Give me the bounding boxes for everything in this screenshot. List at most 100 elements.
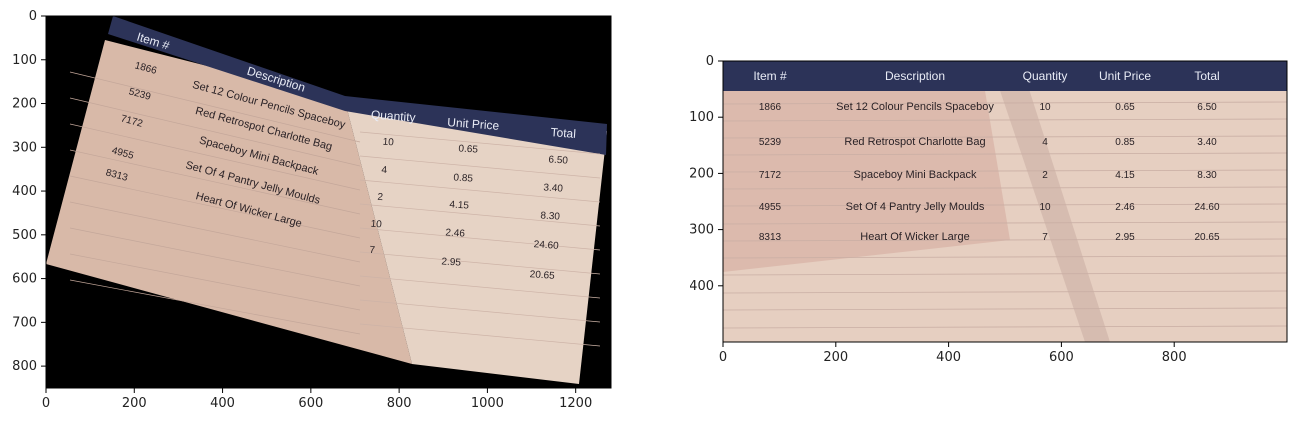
unit-price-cell: 2.95 [1115,232,1135,243]
ruled-line [69,279,361,335]
ruled-line [359,179,601,203]
x-tick-label: 0 [719,350,727,365]
quantity-cell: 10 [1039,102,1051,113]
description-cell: Set 12 Colour Pencils Spaceboy [836,101,994,113]
x-tick-label: 200 [823,350,848,365]
y-tick-label: 300 [12,140,37,155]
right-ruled-lines [722,101,1288,329]
x-tick-label: 400 [210,396,235,411]
y-tick-label: 100 [12,53,37,68]
ruled-line [722,255,1288,259]
left-header-right [345,96,607,155]
column-header: Item # [753,69,787,83]
y-tick-label: 200 [690,166,714,181]
ruled-line [69,227,361,287]
ruled-line [722,221,1288,225]
left-x-ticks: 0 200 400 600 800 1000 1200 [42,388,592,411]
quantity-cell: 2 [1042,170,1048,181]
item-id-cell: 7172 [759,170,782,181]
total-cell: 6.50 [1197,102,1217,113]
unit-price-cell: 4.15 [1115,170,1135,181]
ruled-line [69,123,361,191]
y-tick-label: 600 [12,272,37,287]
ruled-line [722,186,1288,190]
left-ruled-lines [69,71,601,347]
item-id-cell: 8313 [759,232,782,243]
right-fold-shadow [990,61,1110,342]
quantity-cell: 7 [1042,232,1048,243]
description-cell: Red Retrospot Charlotte Bag [844,136,985,148]
ruled-line [359,155,601,179]
column-header: Quantity [1023,69,1068,83]
ruled-line [359,131,601,155]
total-cell: 24.60 [533,239,559,252]
y-tick-label: 500 [12,228,37,243]
item-id-cell: 4955 [759,202,782,213]
ruled-line [69,201,361,263]
quantity-cell: 7 [369,245,376,256]
unit-price-cell: 2.46 [1115,202,1135,213]
right-axes: Item # Description Quantity Unit Price Total… [690,54,1288,365]
quantity-cell: 4 [1042,137,1048,148]
unit-price-cell: 2.95 [441,256,462,268]
ruled-line [722,135,1288,139]
total-cell: 8.30 [1197,170,1217,181]
x-tick-label: 200 [122,396,147,411]
quantity-cell: 4 [381,165,388,176]
x-tick-label: 600 [1049,350,1074,365]
right-header-band [723,61,1287,91]
description-cell: Spaceboy Mini Backpack [854,169,977,181]
x-tick-label: 1200 [559,396,592,411]
x-tick-label: 800 [387,396,412,411]
left-y-ticks: 0 100 200 300 400 500 600 700 800 [12,9,46,374]
total-cell: 8.30 [540,210,561,222]
y-tick-label: 300 [690,223,714,238]
right-image-panel: Item # Description Quantity Unit Price Total… [690,54,1288,365]
quantity-cell: 10 [1039,202,1051,213]
item-id-cell: 1866 [759,102,782,113]
right-table-text: 1866 Set 12 Colour Pencils Spaceboy 10 0.65… [759,101,1220,243]
unit-price-cell: 2.46 [445,227,466,239]
ruled-line [722,272,1288,276]
ruled-line [69,253,361,311]
total-cell: 3.40 [543,182,564,194]
ruled-line [69,71,361,143]
ruled-line [722,169,1288,173]
y-tick-label: 0 [29,9,37,24]
ruled-line [69,175,361,239]
x-tick-label: 800 [1162,350,1187,365]
y-tick-label: 700 [12,315,37,330]
total-cell: 24.60 [1194,202,1219,213]
right-y-ticks: 0 100 200 300 400 [690,54,723,294]
unit-price-cell: 0.85 [1115,137,1135,148]
total-cell: 20.65 [529,269,555,282]
y-tick-label: 100 [690,110,714,125]
ruled-line [359,227,601,251]
column-header: Total [550,125,576,141]
y-tick-label: 400 [12,184,37,199]
total-cell: 3.40 [1197,137,1217,148]
left-header-left [108,16,345,111]
x-tick-label: 1000 [471,396,504,411]
quantity-cell: 10 [382,137,394,149]
y-tick-label: 800 [12,359,37,374]
quantity-cell: 2 [377,192,384,203]
ruled-line [69,97,361,167]
quantity-cell: 10 [370,219,382,231]
x-tick-label: 0 [42,396,50,411]
ruled-line [722,101,1288,105]
total-cell: 20.65 [1194,232,1219,243]
unit-price-cell: 4.15 [449,199,470,211]
column-header: Unit Price [447,115,500,133]
ruled-line [722,203,1288,207]
description-cell: Set Of 4 Pantry Jelly Moulds [846,201,985,213]
unit-price-cell: 0.65 [1115,102,1135,113]
ruled-line [722,290,1288,294]
left-paper-left-page [46,40,412,364]
ruled-line [359,299,601,323]
column-header: Unit Price [1099,69,1151,83]
ruled-line [359,251,601,275]
